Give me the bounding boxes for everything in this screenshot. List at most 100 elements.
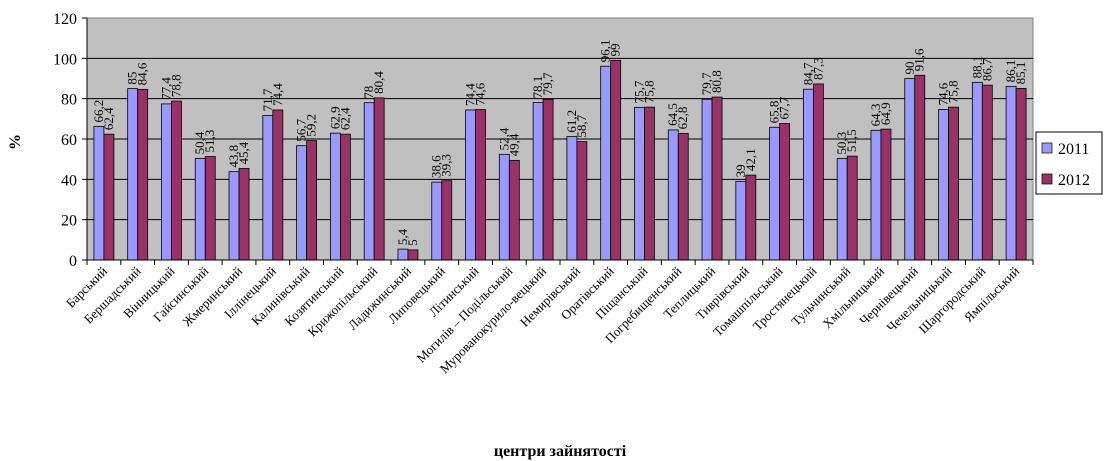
bar-2012 (373, 97, 385, 261)
bar-2012 (677, 132, 689, 261)
bar-2012 (576, 141, 588, 261)
data-label-2011: 43,8 (226, 145, 241, 168)
data-label-2011: 90 (902, 62, 917, 75)
data-label-2011: 75,7 (631, 80, 646, 103)
data-label-2012: 49,4 (506, 133, 521, 156)
data-label-2012: 80,4 (371, 71, 386, 94)
bar-2012 (745, 174, 757, 261)
bar-2012 (610, 59, 622, 261)
bar-2011 (634, 106, 645, 261)
legend-label-2011: 2011 (1058, 141, 1089, 158)
legend-swatch-2011 (1041, 142, 1053, 154)
x-axis-title: центри зайнятості (494, 443, 627, 460)
data-label-2011: 85 (125, 72, 140, 85)
bar-2012 (306, 140, 318, 261)
bar-2011 (735, 180, 747, 261)
bar-2012 (812, 83, 824, 261)
bar-2012 (508, 159, 520, 261)
bar-2011 (600, 65, 612, 261)
bar-2011 (938, 109, 949, 261)
bars-group (93, 59, 1027, 261)
data-label-2012: 74,6 (473, 82, 488, 105)
bar-2011 (363, 102, 375, 261)
bar-2011 (296, 145, 308, 261)
data-label-2011: 86,1 (1003, 60, 1018, 83)
bar-2012 (542, 98, 554, 261)
data-label-2012: 5 (405, 239, 420, 246)
data-label-2012: 86,7 (979, 58, 994, 81)
y-tick-label: 120 (53, 11, 77, 28)
bar-2011 (532, 102, 544, 261)
data-label-2012: 45,4 (236, 141, 251, 164)
bar-2011 (262, 115, 274, 261)
bar-2011 (566, 136, 578, 261)
data-label-2012: 62,4 (101, 107, 116, 130)
data-label-2011: 78,1 (530, 76, 545, 99)
bar-2011 (228, 171, 240, 261)
bar-2011 (1005, 85, 1017, 261)
bar-2011 (127, 88, 139, 261)
data-label-2012: 51,5 (844, 129, 859, 152)
data-label-2011: 62,9 (327, 106, 342, 129)
data-label-2012: 74,4 (270, 83, 285, 106)
data-label-2012: 79,7 (540, 72, 555, 95)
bar-2011 (802, 88, 814, 261)
bar-2012 (1015, 87, 1027, 261)
data-label-2011: 38,6 (429, 155, 444, 178)
bar-2012 (711, 96, 723, 261)
bar-2012 (339, 133, 351, 261)
data-label-2011: 56,7 (294, 118, 309, 141)
bar-2012 (914, 74, 926, 261)
bar-2012 (981, 84, 993, 261)
bar-2011 (498, 153, 510, 261)
data-label-2011: 66,2 (91, 100, 106, 123)
data-label-2011: 64,3 (868, 104, 883, 127)
y-axis-title: % (7, 134, 24, 150)
data-label-2012: 78,8 (168, 74, 183, 97)
data-label-2012: 58,7 (574, 114, 589, 137)
data-label-2011: 96,1 (598, 39, 613, 62)
bar-2011 (769, 126, 781, 261)
data-label-2012: 84,6 (135, 62, 150, 85)
bar-2011 (870, 129, 882, 261)
data-label-2011: 77,4 (158, 77, 173, 100)
y-tick-label: 40 (61, 172, 77, 189)
data-label-2012: 99 (608, 43, 623, 56)
bar-2012 (204, 156, 216, 261)
y-tick-label: 60 (61, 132, 77, 149)
data-label-2012: 91,6 (912, 48, 927, 71)
bar-2012 (407, 249, 419, 261)
data-label-2012: 80,8 (709, 70, 724, 93)
data-label-2012: 39,3 (439, 154, 454, 177)
y-tick-label: 20 (61, 213, 77, 230)
data-label-2012: 59,2 (304, 114, 319, 137)
data-labels-group: 66,262,48584,677,478,850,451,343,845,471… (91, 39, 1028, 245)
data-label-2011: 50,3 (834, 132, 849, 155)
data-label-2012: 85,1 (1013, 62, 1028, 85)
bar-2012 (238, 168, 250, 261)
data-label-2011: 5,4 (395, 228, 410, 245)
data-label-2011: 84,7 (800, 62, 815, 85)
data-label-2012: 64,9 (878, 102, 893, 125)
legend: 2011 2012 (1035, 131, 1103, 195)
bar-2011 (667, 129, 679, 261)
bar-2012 (171, 100, 182, 261)
bar-2011 (161, 103, 172, 261)
bar-2012 (948, 106, 959, 261)
bar-2011 (701, 98, 713, 261)
bar-2011 (93, 126, 105, 261)
data-label-2012: 75,8 (641, 80, 656, 103)
data-label-2011: 79,7 (699, 72, 714, 95)
data-label-2012: 42,1 (743, 148, 758, 171)
bar-2011 (194, 157, 206, 261)
bar-2011 (465, 109, 476, 261)
bar-2011 (904, 78, 916, 261)
y-tick-label: 0 (69, 253, 77, 270)
legend-swatch-2012 (1041, 173, 1053, 185)
bar-2012 (846, 155, 858, 261)
bar-2011 (836, 158, 848, 261)
data-label-2012: 87,3 (810, 57, 825, 80)
data-label-2012: 75,8 (946, 80, 961, 103)
data-label-2011: 50,4 (192, 131, 207, 154)
